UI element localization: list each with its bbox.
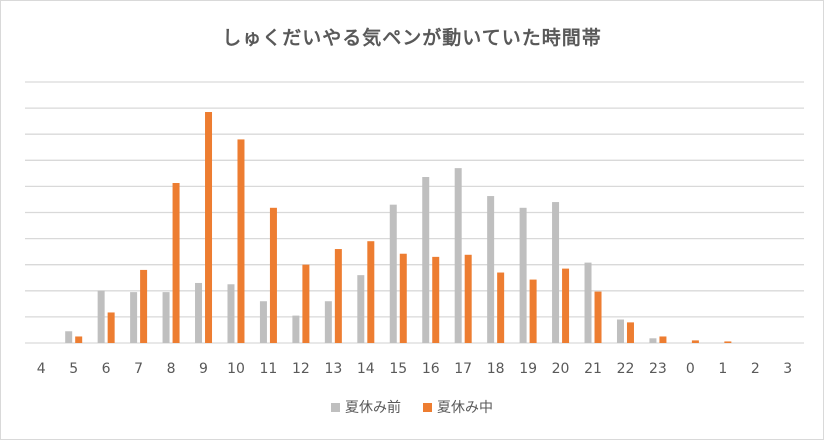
bar-before-7 xyxy=(130,292,138,343)
x-tick-label: 18 xyxy=(487,361,505,377)
bar-during-22 xyxy=(626,322,634,343)
bar-during-0 xyxy=(691,340,699,343)
legend-item-during: 夏休み中 xyxy=(423,397,493,417)
x-tick-label: 14 xyxy=(357,361,375,377)
bar-during-14 xyxy=(367,241,375,343)
legend: 夏休み前 夏休み中 xyxy=(1,397,823,417)
bar-during-1 xyxy=(724,341,732,343)
x-tick-label: 10 xyxy=(227,361,245,377)
bar-during-12 xyxy=(302,264,310,343)
bar-during-13 xyxy=(334,249,342,343)
bar-before-10 xyxy=(227,284,235,343)
legend-item-before: 夏休み前 xyxy=(331,397,401,417)
x-tick-label: 21 xyxy=(584,361,602,377)
bar-during-6 xyxy=(107,312,115,343)
bar-before-15 xyxy=(389,204,397,343)
bar-before-19 xyxy=(519,207,527,343)
x-tick-label: 20 xyxy=(552,361,570,377)
x-tick-label: 22 xyxy=(617,361,635,377)
bar-during-19 xyxy=(529,279,537,343)
bar-during-11 xyxy=(269,207,277,343)
bar-before-17 xyxy=(454,168,462,343)
x-tick-label: 4 xyxy=(37,361,46,377)
bar-before-23 xyxy=(649,338,657,343)
bar-before-21 xyxy=(584,262,592,343)
bar-during-8 xyxy=(172,183,180,343)
bar-before-8 xyxy=(162,292,170,343)
x-tick-label: 11 xyxy=(260,361,278,377)
bar-during-16 xyxy=(432,256,440,343)
bar-during-18 xyxy=(497,272,505,343)
bar-before-11 xyxy=(259,301,267,343)
chart-title: しゅくだいやる気ペンが動いていた時間帯 xyxy=(222,27,602,49)
x-tick-label: 5 xyxy=(69,361,78,377)
x-tick-label: 15 xyxy=(389,361,407,377)
legend-label-during: 夏休み中 xyxy=(437,400,493,416)
x-tick-label: 16 xyxy=(422,361,440,377)
bar-before-16 xyxy=(422,177,430,343)
x-tick-label: 23 xyxy=(649,361,667,377)
bar-before-18 xyxy=(487,196,495,343)
bar-before-12 xyxy=(292,315,300,343)
legend-swatch-before xyxy=(331,402,340,412)
x-tick-label: 9 xyxy=(199,361,208,377)
bar-before-9 xyxy=(195,282,203,343)
bar-during-17 xyxy=(464,254,472,343)
x-tick-label: 6 xyxy=(102,361,111,377)
bar-during-9 xyxy=(205,112,213,343)
bar-before-5 xyxy=(65,331,73,343)
bar-before-6 xyxy=(97,290,105,343)
bar-during-15 xyxy=(399,253,407,343)
x-tick-label: 2 xyxy=(751,361,760,377)
bar-before-20 xyxy=(552,202,560,343)
bar-during-23 xyxy=(659,336,667,343)
legend-swatch-during xyxy=(423,402,432,412)
x-tick-label: 1 xyxy=(718,361,727,377)
bar-during-10 xyxy=(237,139,245,343)
x-tick-label: 17 xyxy=(454,361,472,377)
bar-before-22 xyxy=(616,319,624,343)
bar-during-7 xyxy=(140,269,148,343)
x-tick-label: 13 xyxy=(324,361,342,377)
x-tick-label: 19 xyxy=(519,361,537,377)
bar-before-13 xyxy=(324,301,332,343)
x-tick-label: 7 xyxy=(134,361,143,377)
bar-before-14 xyxy=(357,275,365,343)
x-tick-label: 3 xyxy=(783,361,792,377)
bar-during-21 xyxy=(594,291,602,343)
x-tick-label: 8 xyxy=(167,361,176,377)
x-tick-label: 12 xyxy=(292,361,310,377)
bar-during-20 xyxy=(562,268,570,343)
bar-during-5 xyxy=(75,336,83,343)
legend-label-before: 夏休み前 xyxy=(345,400,401,416)
x-tick-label: 0 xyxy=(686,361,695,377)
